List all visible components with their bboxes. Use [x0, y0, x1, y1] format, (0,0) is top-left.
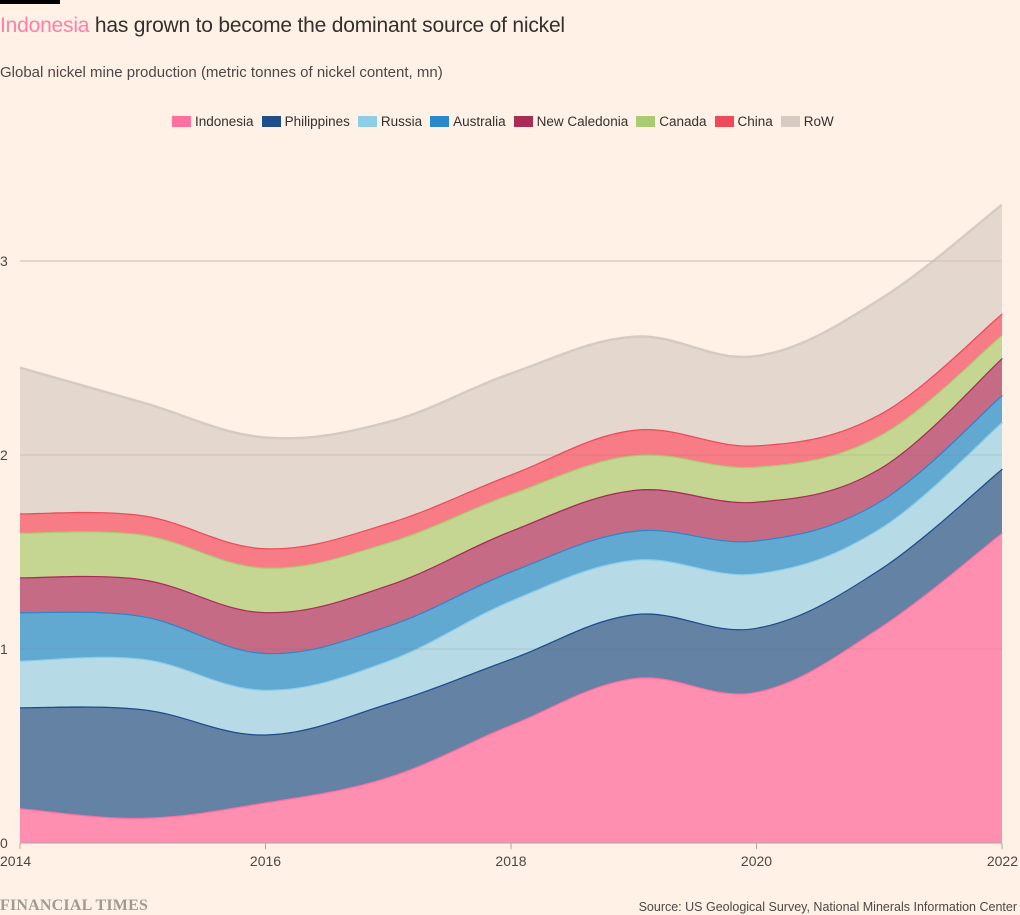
title-rest: has grown to become the dominant source … [89, 14, 565, 37]
x-tick-label: 2014 [0, 853, 31, 869]
legend-label: Australia [453, 114, 506, 129]
y-tick-label: 1 [0, 641, 8, 657]
x-tick-label: 2018 [495, 853, 526, 869]
x-tick-label: 2016 [250, 853, 281, 869]
x-tick-label: 2022 [987, 853, 1018, 869]
area-new-caledonia [20, 358, 1002, 654]
legend-item-row: RoW [780, 114, 834, 129]
area-russia [20, 422, 1002, 735]
legend-label: New Caledonia [536, 114, 629, 129]
legend-item-new-caledonia: New Caledonia [513, 114, 629, 129]
ft-logo: FINANCIAL TIMES [0, 897, 149, 914]
legend-swatch [513, 116, 533, 127]
y-tick-label: 0 [0, 835, 8, 851]
area-canada [20, 334, 1002, 613]
legend-item-australia: Australia [430, 114, 506, 129]
legend-swatch [172, 116, 191, 127]
area-philippines [20, 468, 1002, 818]
legend-swatch [714, 116, 734, 127]
legend-label: Philippines [284, 114, 350, 129]
legend-swatch [430, 116, 450, 127]
legend-item-indonesia: Indonesia [172, 114, 254, 129]
legend-label: Canada [659, 114, 707, 129]
area-row [20, 204, 1002, 549]
legend-item-russia: Russia [357, 114, 423, 129]
legend-swatch [636, 116, 656, 127]
x-tick-label: 2020 [741, 853, 772, 869]
legend-swatch [261, 116, 281, 127]
stacked-area-chart: 0 1 2 3 2014 2016 2018 2020 2022 [0, 203, 1018, 869]
line-row [19, 203, 1003, 440]
legend-label: Indonesia [195, 114, 254, 129]
legend-item-canada: Canada [636, 114, 707, 129]
y-tick-label: 3 [0, 253, 8, 269]
chart-subtitle: Global nickel mine production (metric to… [0, 64, 443, 81]
legend: Indonesia Philippines Russia Australia New C… [172, 114, 842, 129]
legend-label: China [737, 114, 773, 129]
legend-swatch [357, 116, 377, 127]
title-highlight: Indonesia [0, 14, 90, 37]
ft-top-bar [0, 0, 60, 4]
legend-item-china: China [714, 114, 773, 129]
area-indonesia [20, 532, 1002, 843]
legend-item-philippines: Philippines [261, 114, 350, 129]
area-australia [20, 394, 1002, 690]
source-note: Source: US Geological Survey, National M… [638, 900, 1017, 914]
legend-swatch [780, 116, 800, 127]
chart-title: Indonesia has grown to become the domina… [0, 14, 565, 38]
legend-label: Russia [380, 114, 423, 129]
legend-label: RoW [803, 114, 834, 129]
y-tick-label: 2 [0, 447, 8, 463]
